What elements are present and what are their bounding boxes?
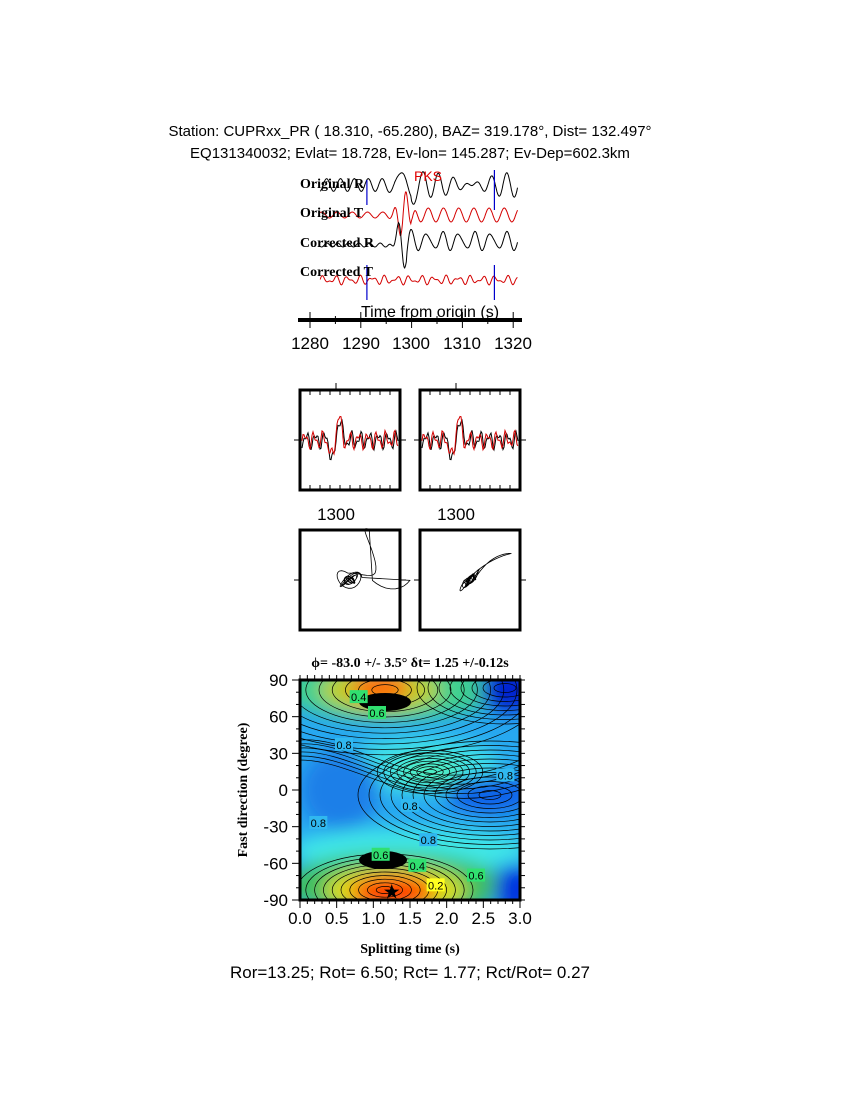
trace-label-original-r: Original R [300,177,365,192]
x-tick-label: 1.5 [398,909,422,928]
x-tick-label: 2.0 [435,909,459,928]
trace-original-r [319,170,518,205]
x-tick-label: 2.5 [472,909,496,928]
x-tick-label: 0.5 [325,909,349,928]
contour-label: 0.6 [468,871,483,883]
overlay-original-tick-label: 1300 [317,505,355,524]
original-overlay-trace [301,415,399,456]
y-tick-label: -30 [263,818,288,837]
contour-label: 0.6 [373,850,388,862]
y-tick-label: 90 [269,671,288,690]
original-overlay-trace [301,418,399,461]
ratio-summary: Ror=13.25; Rot= 6.50; Rct= 1.77; Rct/Rot… [230,963,590,982]
particle-motion-panels [294,528,526,632]
trace-label-corrected-t: Corrected T [300,265,374,280]
best-fit-star-icon: ★ [383,881,401,903]
time-tick-label: 1300 [392,334,430,353]
splitting-result-title: ϕ= -83.0 +/- 3.5° δt= 1.25 +/-0.12s [311,656,509,671]
contour-label: 0.8 [311,818,326,830]
contour-label: 0.8 [402,801,417,813]
corrected-overlay-trace [421,418,519,461]
contour-xlabel: Splitting time (s) [360,942,460,957]
y-tick-label: -90 [263,891,288,910]
contour-labels: 0.40.60.80.80.80.80.80.60.40.20.6 [309,690,515,892]
station-info: Station: CUPRxx_PR ( 18.310, -65.280), B… [168,123,651,140]
contour-label: 0.8 [421,835,436,847]
waveform-overlay-panels [294,383,526,492]
time-tick-label: 1280 [291,334,329,353]
time-tick-label: 1290 [342,334,380,353]
y-tick-label: 60 [269,708,288,727]
particle-motion-path [459,553,513,592]
y-tick-label: -60 [263,854,288,873]
overlay-corrected-tick-label: 1300 [437,505,475,524]
trace-corrected-r [319,221,518,269]
trace-corrected-t [319,274,518,286]
contour-label: 0.4 [410,861,425,873]
contour-label: 0.2 [428,880,443,892]
contour-label: 0.8 [336,740,351,752]
trace-label-corrected-r: Corrected R [300,236,375,251]
time-axis-label: Time from origin (s) [361,304,499,321]
x-tick-label: 1.0 [362,909,386,928]
particle-motion-path [336,528,411,590]
time-tick-label: 1320 [494,334,532,353]
time-axis-ticks [309,312,514,328]
waveform-panel [319,170,518,300]
event-info: EQ131340032; Evlat= 18.728, Ev-lon= 145.… [190,145,630,162]
trace-label-original-t: Original T [300,206,364,221]
x-tick-label: 0.0 [288,909,312,928]
x-tick-label: 3.0 [508,909,532,928]
contour-label: 0.6 [369,708,384,720]
contour-ylabel: Fast direction (degree) [236,722,251,857]
y-tick-label: 0 [279,781,288,800]
phase-label-pks: PKS [414,168,442,184]
contour-ticks [292,675,525,908]
y-tick-label: 30 [269,744,288,763]
contour-label: 0.8 [498,770,513,782]
contour-label: 0.4 [351,692,366,704]
time-tick-label: 1310 [443,334,481,353]
corrected-overlay-trace [421,415,519,456]
trace-original-t [319,191,518,237]
